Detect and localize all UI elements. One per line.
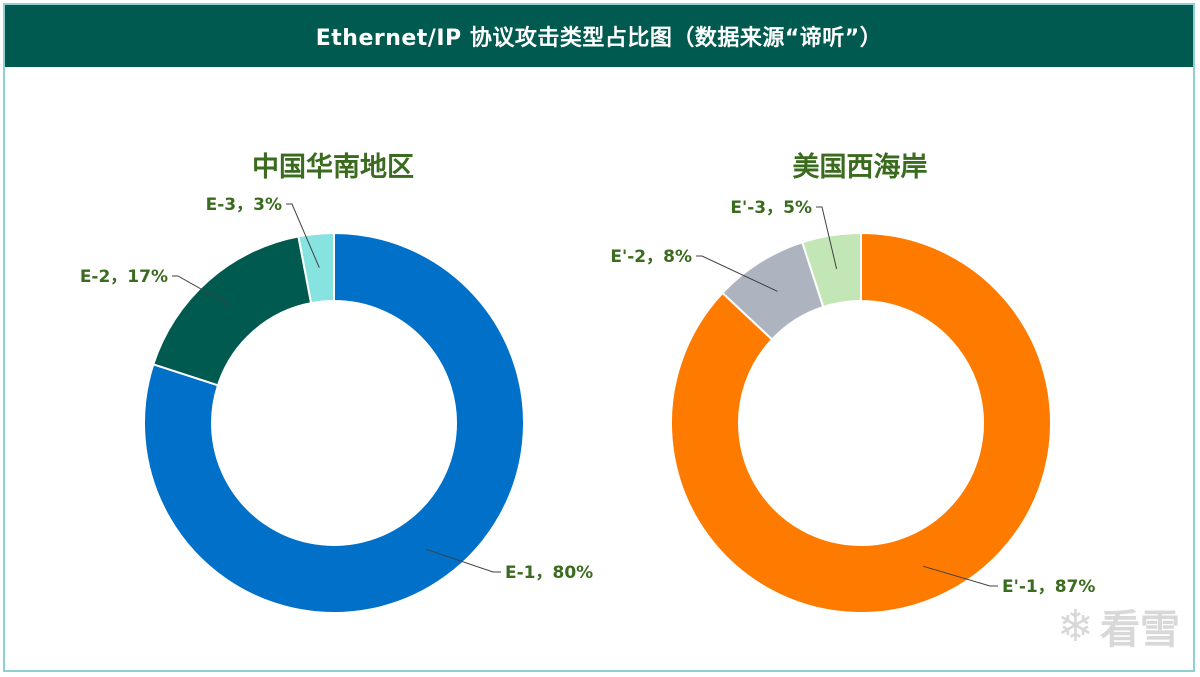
- donut-slice-us-west-coast-3: [801, 231, 862, 309]
- data-label-south-china-3: E-3，3%: [206, 195, 282, 215]
- donut-slice-south-china-2: [152, 235, 313, 387]
- donut-slice-south-china-1: [143, 231, 525, 614]
- chart-title-south-china: 中国华南地区: [252, 152, 414, 183]
- donut-slice-south-china-3: [297, 231, 335, 305]
- leader-line-us-west-coast-2: [696, 255, 778, 292]
- leader-line-south-china-2: [172, 275, 232, 307]
- leader-line-south-china-1: [425, 548, 501, 573]
- data-label-us-west-coast-1: E'-1，87%: [1002, 577, 1095, 597]
- data-label-south-china-1: E-1，80%: [505, 563, 593, 583]
- data-label-south-china-2: E-2，17%: [80, 267, 168, 287]
- chart-title-us-west-coast: 美国西海岸: [792, 152, 928, 183]
- donut-slice-us-west-coast-1: [670, 231, 1052, 614]
- leader-line-south-china-3: [286, 203, 320, 268]
- leader-line-us-west-coast-3: [816, 206, 838, 270]
- data-label-us-west-coast-3: E'-3，5%: [730, 198, 812, 218]
- watermark-text: 看雪: [1100, 607, 1180, 653]
- page-title: Ethernet/IP 协议攻击类型占比图（数据来源“谛听”）: [315, 26, 883, 51]
- data-label-us-west-coast-2: E'-2，8%: [610, 247, 692, 267]
- snowflake-icon: ❄: [1057, 600, 1094, 652]
- watermark: ❄ 看雪: [1057, 597, 1180, 655]
- leader-line-us-west-coast-1: [922, 565, 998, 587]
- header-bar: Ethernet/IP 协议攻击类型占比图（数据来源“谛听”）: [5, 5, 1193, 67]
